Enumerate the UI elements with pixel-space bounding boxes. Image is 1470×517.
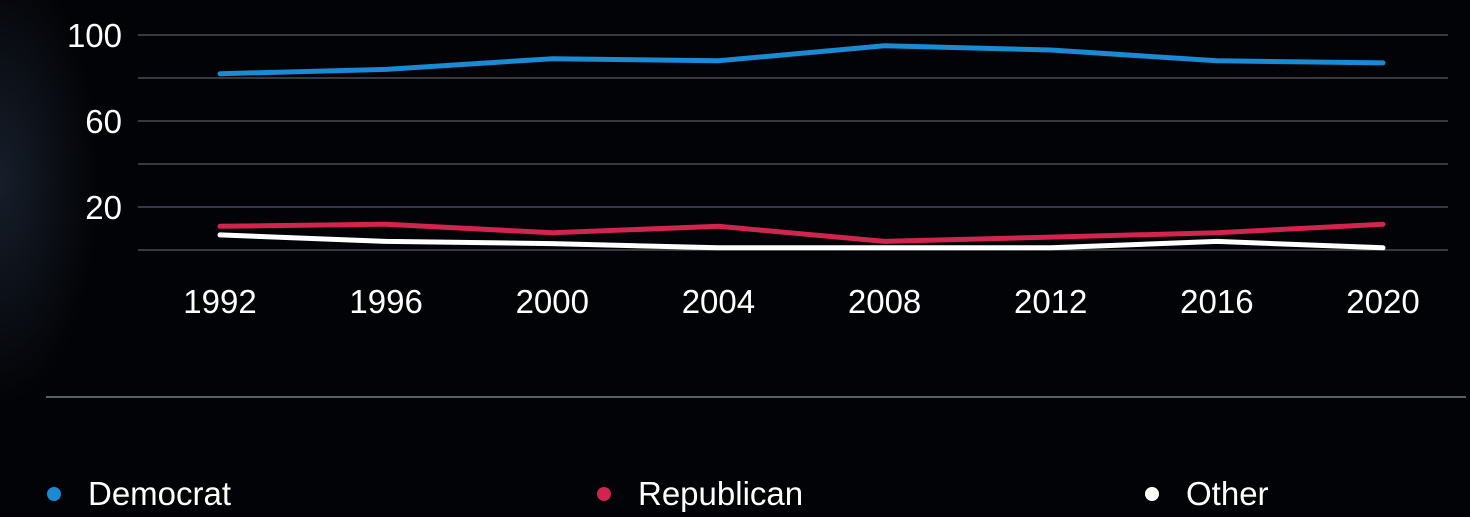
legend-item-other[interactable]: Other (1145, 472, 1269, 516)
x-axis-ticks: 1992 1996 2000 2004 2008 2012 2016 2020 (183, 283, 1419, 320)
grid (138, 34, 1448, 251)
series-line-democrat (217, 43, 1386, 77)
x-tick-label: 2004 (682, 283, 755, 320)
y-tick-label: 20 (85, 189, 122, 226)
line-chart: 100 60 20 1992 1996 2000 2004 2008 2012 2016 2020 (67, 17, 1448, 320)
x-tick-label: 2020 (1346, 283, 1419, 320)
legend-item-democrat[interactable]: Democrat (47, 472, 231, 516)
legend-label-democrat: Democrat (88, 475, 232, 512)
series-lines (217, 43, 1386, 251)
legend-dot-democrat (47, 487, 61, 501)
legend-divider (46, 396, 1466, 398)
x-tick-label: 2016 (1180, 283, 1253, 320)
y-axis-ticks: 100 60 20 (67, 17, 122, 226)
legend-item-republican[interactable]: Republican (597, 472, 803, 516)
x-tick-label: 2008 (848, 283, 921, 320)
series-line-other (217, 232, 1386, 251)
legend-dot-other (1145, 487, 1159, 501)
x-tick-label: 1992 (183, 283, 256, 320)
x-tick-label: 2012 (1014, 283, 1087, 320)
series-line-republican (217, 221, 1386, 244)
x-tick-label: 2000 (516, 283, 589, 320)
legend-dot-republican (597, 487, 611, 501)
legend-label-republican: Republican (638, 475, 804, 512)
legend-label-other: Other (1186, 475, 1269, 512)
y-tick-label: 60 (85, 103, 122, 140)
y-tick-label: 100 (67, 17, 122, 54)
x-tick-label: 1996 (349, 283, 422, 320)
